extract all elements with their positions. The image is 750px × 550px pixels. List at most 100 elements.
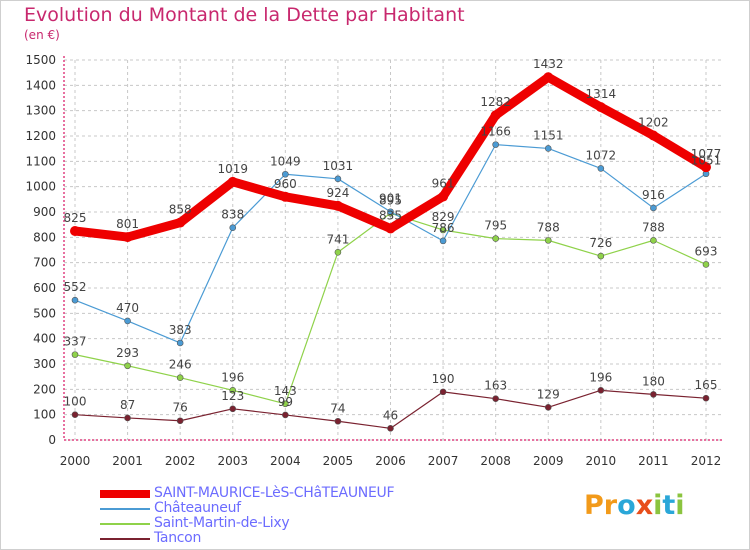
data-label: 1151 [533, 128, 564, 142]
data-point [71, 351, 79, 358]
data-point [544, 404, 552, 411]
data-label: 901 [379, 192, 402, 206]
data-label: 1282 [480, 95, 511, 109]
data-point [544, 145, 552, 152]
x-tick-label: 2001 [112, 454, 143, 468]
legend-label-chateauneuf: Châteauneuf [154, 500, 241, 516]
data-point [282, 400, 289, 408]
data-label: 552 [64, 280, 87, 294]
x-tick-label: 2007 [428, 454, 459, 468]
y-tick-label: 400 [33, 332, 56, 346]
y-tick-label: 1000 [25, 180, 56, 194]
data-point [334, 417, 342, 425]
data-point [702, 261, 710, 268]
data-label: 741 [326, 232, 349, 246]
data-label: 924 [326, 186, 349, 200]
data-label: 1072 [586, 148, 617, 162]
x-tick-label: 2010 [586, 454, 617, 468]
data-point [122, 232, 133, 243]
legend-swatch-saint-maurice [100, 490, 150, 498]
data-label: 100 [64, 395, 87, 409]
x-tick-label: 2006 [375, 454, 406, 468]
x-tick-label: 2005 [323, 454, 354, 468]
x-tick-label: 2011 [638, 454, 669, 468]
y-tick-label: 500 [33, 306, 56, 320]
data-point [176, 374, 184, 381]
data-label: 196 [589, 370, 612, 384]
x-tick-label: 2002 [165, 454, 196, 468]
x-tick-label: 2009 [533, 454, 564, 468]
legend-swatch-tancon [100, 538, 150, 540]
data-label: 801 [116, 217, 139, 231]
data-label: 829 [432, 210, 455, 224]
data-point [597, 387, 605, 394]
data-label: 795 [484, 219, 507, 233]
data-point [648, 130, 659, 141]
data-label: 788 [537, 220, 560, 234]
data-point [176, 417, 184, 425]
x-tick-label: 2000 [60, 454, 91, 468]
data-point [543, 72, 554, 83]
data-point [71, 296, 79, 304]
data-point [280, 191, 291, 202]
data-point [490, 110, 501, 121]
data-label: 1019 [217, 162, 248, 176]
data-label: 129 [537, 387, 560, 401]
data-point [229, 224, 237, 232]
proxiti-logo: Proxiti [584, 490, 685, 521]
data-point [334, 248, 342, 256]
data-point [438, 191, 449, 202]
data-point [492, 141, 499, 148]
data-point [439, 226, 447, 234]
y-tick-label: 300 [33, 357, 56, 371]
data-point [597, 252, 605, 260]
data-point [385, 223, 396, 234]
data-point [282, 170, 289, 178]
data-label: 895 [379, 193, 402, 207]
data-point [650, 204, 657, 212]
data-point [334, 175, 342, 183]
data-point [282, 411, 289, 419]
data-label: 786 [432, 221, 455, 235]
data-label: 788 [642, 220, 665, 234]
data-label: 1314 [586, 87, 617, 101]
data-point [439, 388, 447, 396]
legend-label-saint-maurice: SAINT-MAURICE-LèS-CHâTEAUNEUF [154, 485, 395, 501]
data-label: 123 [221, 389, 244, 403]
data-label: 196 [221, 370, 244, 384]
data-point [702, 394, 710, 402]
legend-label-tancon: Tancon [154, 530, 202, 546]
data-point [124, 362, 131, 370]
data-label: 835 [379, 208, 402, 222]
data-point [124, 414, 131, 422]
chart-title: Evolution du Montant de la Dette par Hab… [24, 4, 465, 26]
y-tick-label: 0 [48, 433, 56, 447]
y-tick-label: 1300 [25, 104, 56, 118]
data-label: 838 [221, 208, 244, 222]
y-tick-label: 1500 [25, 53, 56, 67]
y-tick-label: 900 [33, 205, 56, 219]
data-point [492, 395, 499, 403]
data-label: 916 [642, 188, 665, 202]
data-label: 74 [330, 401, 345, 415]
data-label: 383 [169, 323, 192, 337]
data-label: 961 [432, 177, 455, 191]
data-point [124, 317, 131, 325]
x-tick-label: 2008 [480, 454, 511, 468]
data-label: 1049 [270, 154, 301, 168]
legend-swatch-saint-martin [100, 523, 150, 525]
y-tick-label: 1100 [25, 154, 56, 168]
data-label: 190 [432, 372, 455, 386]
data-point [229, 405, 237, 413]
data-point [71, 411, 79, 418]
data-point [70, 226, 80, 236]
data-label: 1202 [638, 115, 669, 129]
x-tick-label: 2003 [217, 454, 248, 468]
data-label: 143 [274, 384, 297, 398]
data-label: 246 [169, 358, 192, 372]
data-point [595, 102, 606, 113]
data-point [650, 391, 657, 398]
data-label: 293 [116, 346, 139, 360]
data-point [176, 339, 184, 347]
